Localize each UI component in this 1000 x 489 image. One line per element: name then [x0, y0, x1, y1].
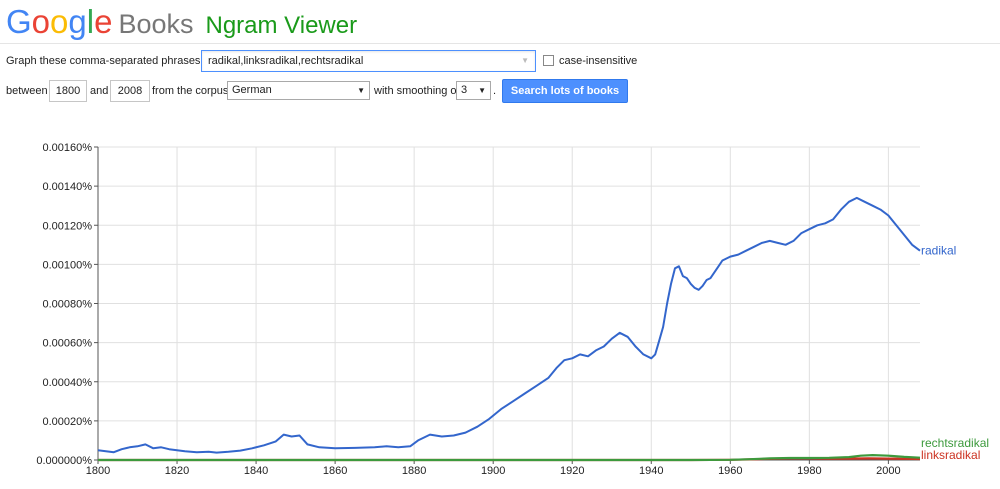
x-tick-label: 1860: [323, 465, 347, 477]
search-button[interactable]: Search lots of books: [502, 79, 628, 103]
and-label: and: [90, 85, 109, 97]
year-start-value: 1800: [55, 85, 81, 97]
logo-letter: e: [94, 3, 113, 40]
phrases-input[interactable]: radikal,linksradikal,rechtsradikal ▼: [201, 50, 536, 72]
y-tick-label: 0.00040%: [42, 377, 92, 389]
smoothing-value: 3: [461, 84, 468, 96]
x-tick-label: 2000: [876, 465, 900, 477]
series-line-linksradikal: [98, 457, 921, 462]
y-tick-label: 0.00140%: [42, 181, 92, 193]
corpus-value: German: [232, 84, 272, 96]
series-label-radikal: radikal: [921, 244, 956, 258]
x-tick-label: 1880: [402, 465, 426, 477]
phrases-row: Graph these comma-separated phrases: rad…: [6, 50, 986, 72]
x-tick-label: 1820: [165, 465, 189, 477]
corpus-label: from the corpus: [152, 85, 229, 97]
header-divider: [0, 43, 1000, 44]
chart-grid: [97, 146, 920, 461]
chart-axes: 0.000000% 0.00020% 0.00040% 0.00060% 0.00080…: [36, 142, 920, 477]
x-tick-label: 1840: [244, 465, 268, 477]
logo-letter: o: [31, 3, 51, 40]
x-tick-label: 1800: [86, 465, 110, 477]
corpus-chevron-down-icon: ▼: [357, 86, 365, 95]
y-tick-label: 0.00060%: [42, 338, 92, 350]
smoothing-label: with smoothing of: [374, 85, 460, 97]
x-tick-label: 1920: [560, 465, 584, 477]
phrases-input-value: radikal,linksradikal,rechtsradikal: [208, 55, 364, 67]
google-wordmark: Google: [6, 2, 112, 42]
smoothing-chevron-down-icon: ▼: [478, 86, 486, 95]
y-tick-label: 0.000000%: [36, 455, 92, 467]
series-label-rechtsradikal: rechtsradikal: [921, 436, 989, 450]
series-line-radikal: [97, 196, 921, 454]
year-start-input[interactable]: 1800: [49, 80, 87, 102]
year-end-value: 2008: [117, 85, 143, 97]
page-title: Ngram Viewer: [205, 12, 358, 39]
logo-letter: G: [6, 3, 32, 40]
y-tick-label: 0.00080%: [42, 299, 92, 311]
logo-letter: g: [68, 3, 87, 40]
x-tick-label: 1900: [481, 465, 505, 477]
logo-letter: o: [50, 3, 69, 40]
between-label: between: [6, 85, 48, 97]
y-tick-label: 0.00160%: [42, 142, 92, 154]
year-end-input[interactable]: 2008: [110, 80, 150, 102]
case-insensitive-label: case-insensitive: [559, 55, 638, 67]
phrases-dropdown-icon[interactable]: ▼: [521, 56, 529, 65]
graph-phrases-label: Graph these comma-separated phrases:: [6, 55, 204, 67]
corpus-select[interactable]: German ▼: [227, 81, 370, 100]
logo-letter: l: [86, 3, 95, 40]
smoothing-select[interactable]: 3 ▼: [456, 81, 491, 100]
period-text: .: [493, 85, 497, 97]
series-line-rechtsradikal: [98, 454, 921, 462]
google-books-logo[interactable]: Google Books Ngram Viewer: [6, 2, 357, 42]
options-row: between 1800 and 2008 from the corpus Ge…: [6, 79, 996, 104]
x-tick-label: 1960: [718, 465, 742, 477]
case-insensitive-checkbox[interactable]: [543, 55, 554, 66]
y-tick-label: 0.00120%: [42, 220, 92, 232]
series-label-linksradikal: linksradikal: [921, 448, 980, 462]
x-tick-label: 1980: [797, 465, 821, 477]
y-tick-label: 0.00100%: [42, 259, 92, 271]
y-tick-label: 0.00020%: [42, 416, 92, 428]
x-tick-label: 1940: [639, 465, 663, 477]
books-wordmark: Books: [118, 9, 194, 39]
